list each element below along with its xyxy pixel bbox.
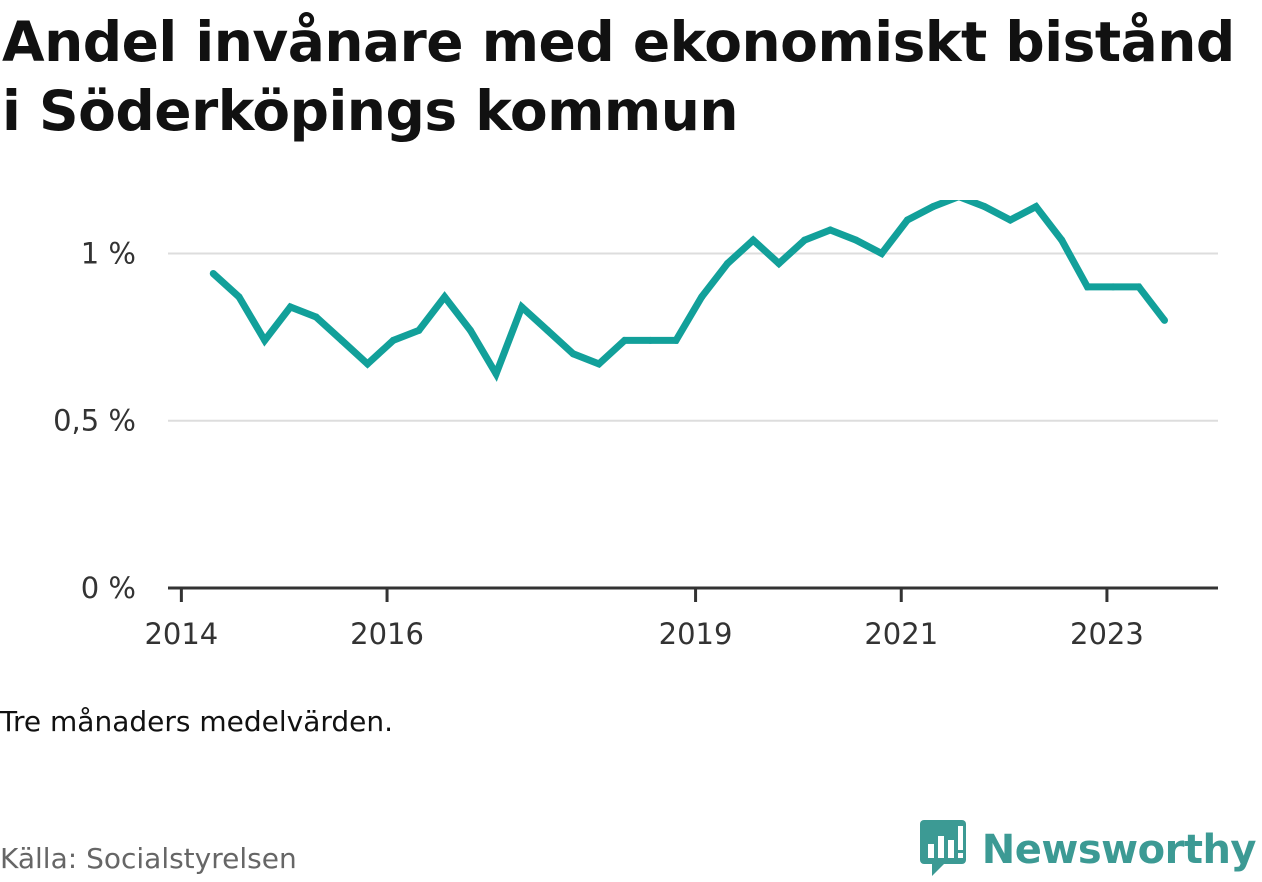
data-point <box>724 260 731 267</box>
brand-logo[interactable]: Newsworthy <box>918 818 1256 882</box>
data-point <box>210 270 217 277</box>
data-point <box>441 293 448 300</box>
data-point <box>853 237 860 244</box>
x-axis-ticks: 2014 2016 2019 2021 2023 <box>144 588 1143 651</box>
y-axis-ticks: 0 % 0,5 % 1 % <box>53 236 136 605</box>
data-point <box>235 293 242 300</box>
series-line <box>213 200 1164 374</box>
data-point <box>287 303 294 310</box>
data-point <box>364 360 371 367</box>
x-tick-label: 2014 <box>144 617 218 651</box>
x-tick-label: 2023 <box>1070 617 1144 651</box>
data-point <box>621 337 628 344</box>
data-point <box>698 293 705 300</box>
data-point <box>1135 283 1142 290</box>
brand-name: Newsworthy <box>982 827 1256 873</box>
data-point <box>904 217 911 224</box>
data-point <box>1032 203 1039 210</box>
data-point <box>390 337 397 344</box>
data-point <box>1058 237 1065 244</box>
data-point <box>801 237 808 244</box>
data-point <box>981 203 988 210</box>
x-tick-label: 2016 <box>350 617 424 651</box>
data-point <box>518 303 525 310</box>
chart-note: Tre månaders medelvärden. <box>0 705 393 738</box>
data-point <box>775 260 782 267</box>
data-point <box>750 237 757 244</box>
data-point <box>1161 317 1168 324</box>
data-point <box>827 227 834 234</box>
data-point <box>493 370 500 377</box>
data-point <box>467 327 474 334</box>
line-chart: 0 % 0,5 % 1 % 2014 2016 2019 2021 2023 <box>0 200 1262 670</box>
data-point <box>1007 217 1014 224</box>
y-tick-label: 0 % <box>81 571 136 605</box>
x-tick-label: 2019 <box>659 617 733 651</box>
series-group <box>210 200 1168 377</box>
x-tick-label: 2021 <box>864 617 938 651</box>
newsworthy-logo-icon <box>918 818 970 882</box>
y-tick-label: 1 % <box>81 236 136 270</box>
data-point <box>930 203 937 210</box>
data-point <box>595 360 602 367</box>
data-point <box>570 350 577 357</box>
gridlines <box>168 253 1218 420</box>
data-point <box>544 327 551 334</box>
data-point <box>647 337 654 344</box>
data-point <box>338 337 345 344</box>
data-point <box>415 327 422 334</box>
data-point <box>261 337 268 344</box>
data-point <box>1084 283 1091 290</box>
data-point <box>313 314 320 321</box>
data-point <box>878 250 885 257</box>
data-point <box>673 337 680 344</box>
source-credit: Källa: Socialstyrelsen <box>0 842 297 875</box>
chart-title: Andel invånare med ekonomiskt bistånd i … <box>2 8 1242 146</box>
y-tick-label: 0,5 % <box>53 404 136 438</box>
data-point <box>1110 283 1117 290</box>
